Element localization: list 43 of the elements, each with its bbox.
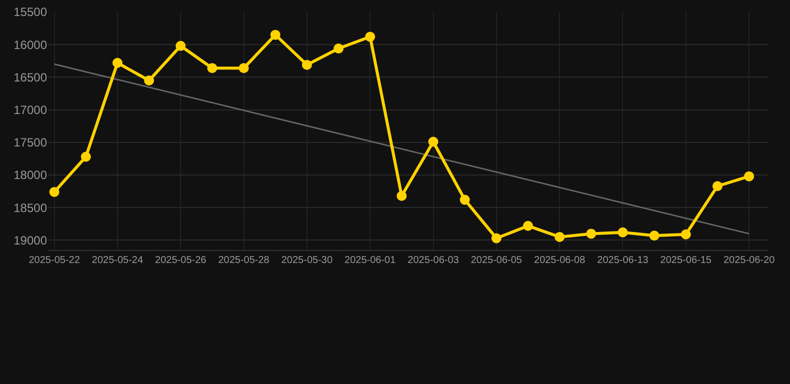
point [207, 63, 218, 74]
x-tick-label: 2025-06-15 [660, 255, 712, 266]
point [744, 171, 754, 182]
point [460, 194, 470, 205]
point [396, 190, 407, 201]
x-tick-label: 2025-06-05 [470, 255, 522, 266]
x-tick-label: 2025-05-28 [218, 255, 270, 266]
point [238, 63, 249, 74]
x-tick-label: 2025-06-03 [408, 255, 460, 266]
y-tick-label: 18000 [14, 168, 48, 182]
point [428, 136, 438, 147]
point [176, 40, 186, 51]
point [586, 228, 596, 239]
y-tick-label: 19000 [14, 233, 48, 248]
point [80, 152, 91, 162]
point [649, 230, 660, 241]
point [365, 32, 376, 42]
point [491, 233, 502, 244]
x-tick-label: 2025-05-24 [92, 255, 144, 266]
y-tick-label: 17500 [14, 136, 48, 150]
x-tick-label: 2025-06-08 [534, 255, 586, 266]
point [49, 186, 60, 197]
point [334, 44, 344, 54]
x-tick-label: 2025-06-13 [597, 255, 649, 266]
x-tick-label: 2025-06-20 [723, 255, 776, 266]
point [554, 232, 565, 242]
point [302, 60, 312, 70]
x-tick-label: 2025-05-22 [28, 255, 80, 266]
point [270, 30, 280, 40]
x-tick-label: 2025-06-01 [344, 255, 396, 266]
point [112, 58, 122, 68]
y-tick-label: 16000 [14, 38, 48, 52]
point [680, 229, 691, 240]
y-tick-label: 18500 [14, 200, 48, 215]
point [712, 181, 722, 192]
y-tick-label: 17000 [14, 103, 48, 118]
y-tick-label: 15500 [14, 5, 48, 20]
x-tick-label: 2025-05-30 [281, 255, 333, 266]
point [144, 75, 154, 86]
y-tick-label: 16500 [14, 70, 48, 84]
point [523, 220, 533, 231]
x-tick-label: 2025-05-26 [155, 255, 207, 266]
point [618, 227, 628, 238]
